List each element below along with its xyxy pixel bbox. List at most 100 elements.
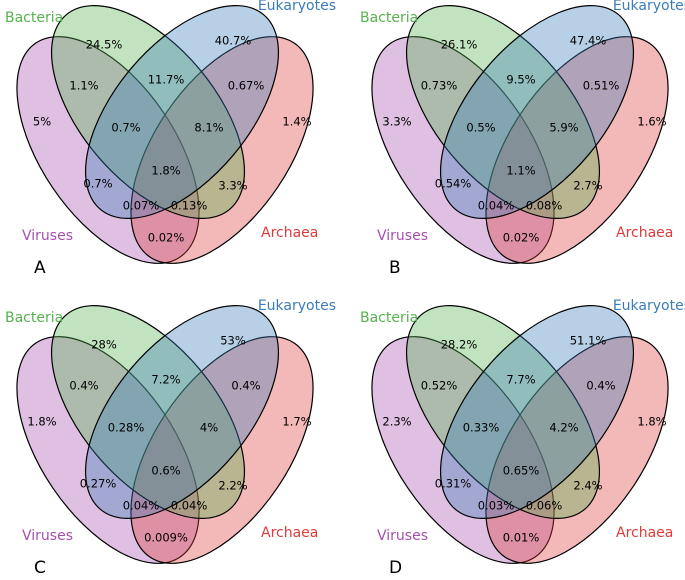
region-vba-label: 0.06%	[526, 499, 563, 513]
region-ve-label: 0.54%	[435, 177, 472, 191]
region-vea-label: 0.04%	[478, 199, 515, 213]
bacteria-set-label: Bacteria	[360, 310, 418, 326]
eukaryotes-ellipse	[84, 5, 280, 219]
viruses-ellipse	[16, 36, 200, 264]
viruses-set-label: Viruses	[377, 228, 428, 244]
region-bea-label: 4.2%	[549, 421, 578, 435]
panel-letter: A	[34, 258, 46, 278]
region-vea-label: 0.07%	[123, 199, 160, 213]
region-vb-label: 0.4%	[69, 379, 98, 393]
region-vb-label: 0.52%	[421, 379, 458, 393]
archaea-ellipse	[485, 336, 669, 564]
bacteria-ellipse	[50, 305, 246, 519]
region-ve-label: 0.7%	[83, 177, 112, 191]
archaea-ellipse	[130, 36, 314, 264]
eukaryotes-ellipse	[439, 305, 635, 519]
region-ba-label: 2.7%	[573, 179, 602, 193]
panel-c: 28% 53% 1.8% 1.7% 0.4% 7.2% 0.4% 0.28% 4% 0.6% 0.2…	[5, 298, 336, 578]
region-v-only-label: 2.3%	[382, 415, 411, 429]
eukaryotes-ellipse	[84, 305, 280, 519]
region-b-only-label: 24.5%	[86, 38, 123, 52]
region-a-only-label: 1.4%	[282, 115, 311, 129]
panel-b: 26.1% 47.4% 3.3% 1.6% 0.73% 9.5% 0.51% 0.5% 5.9%…	[360, 0, 685, 278]
viruses-set-label: Viruses	[377, 528, 428, 544]
archaea-set-label: Archaea	[616, 525, 673, 541]
region-v-only-label: 1.8%	[27, 415, 56, 429]
panel-letter: D	[389, 558, 402, 578]
region-a-only-label: 1.7%	[282, 415, 311, 429]
bacteria-set-label: Bacteria	[360, 10, 418, 26]
region-vea-label: 0.03%	[478, 499, 515, 513]
bacteria-ellipse	[50, 5, 246, 219]
region-va-label: 0.02%	[503, 231, 540, 245]
region-vbe-label: 0.7%	[111, 121, 140, 135]
region-ba-label: 3.3%	[218, 179, 247, 193]
archaea-ellipse	[485, 36, 669, 264]
region-ba-label: 2.4%	[573, 479, 602, 493]
viruses-ellipse	[371, 336, 555, 564]
region-all-label: 0.65%	[503, 464, 540, 478]
region-ea-label: 0.4%	[231, 379, 260, 393]
region-e-only-label: 53%	[220, 334, 246, 348]
region-ea-label: 0.67%	[228, 79, 265, 93]
viruses-ellipse	[371, 36, 555, 264]
region-va-label: 0.02%	[148, 231, 185, 245]
region-b-only-label: 28%	[91, 338, 117, 352]
eukaryotes-set-label: Eukaryotes	[258, 298, 336, 314]
region-vb-label: 0.73%	[421, 79, 458, 93]
region-v-only-label: 5%	[33, 115, 51, 129]
region-ba-label: 2.2%	[218, 479, 247, 493]
eukaryotes-set-label: Eukaryotes	[613, 0, 685, 14]
region-be-label: 11.7%	[148, 73, 185, 87]
region-va-label: 0.009%	[144, 531, 188, 545]
bacteria-ellipse	[405, 305, 601, 519]
panel-a: 24.5% 40.7% 5% 1.4% 1.1% 11.7% 0.67% 0.7% 8.1% 1.…	[5, 0, 336, 278]
region-ve-label: 0.27%	[80, 477, 117, 491]
bacteria-set-label: Bacteria	[5, 10, 63, 26]
region-ea-label: 0.51%	[583, 79, 620, 93]
eukaryotes-set-label: Eukaryotes	[613, 298, 685, 314]
region-bea-label: 4%	[200, 421, 218, 435]
region-e-only-label: 51.1%	[570, 334, 607, 348]
region-e-only-label: 40.7%	[215, 34, 252, 48]
region-vb-label: 1.1%	[69, 79, 98, 93]
viruses-set-label: Viruses	[22, 228, 73, 244]
region-b-only-label: 28.2%	[441, 338, 478, 352]
bacteria-set-label: Bacteria	[5, 310, 63, 326]
archaea-set-label: Archaea	[261, 225, 318, 241]
region-vbe-label: 0.33%	[463, 421, 500, 435]
viruses-set-label: Viruses	[22, 528, 73, 544]
region-vba-label: 0.08%	[526, 199, 563, 213]
eukaryotes-set-label: Eukaryotes	[258, 0, 336, 14]
region-vbe-label: 0.5%	[466, 121, 495, 135]
region-all-label: 1.1%	[506, 164, 535, 178]
region-all-label: 1.8%	[151, 164, 180, 178]
region-bea-label: 5.9%	[549, 121, 578, 135]
region-ea-label: 0.4%	[586, 379, 615, 393]
region-be-label: 9.5%	[506, 73, 535, 87]
region-v-only-label: 3.3%	[382, 115, 411, 129]
region-va-label: 0.01%	[503, 531, 540, 545]
region-b-only-label: 26.1%	[441, 38, 478, 52]
viruses-ellipse	[16, 336, 200, 564]
region-ve-label: 0.31%	[435, 477, 472, 491]
panel-letter: C	[34, 558, 46, 578]
archaea-ellipse	[130, 336, 314, 564]
bacteria-ellipse	[405, 5, 601, 219]
region-vba-label: 0.13%	[171, 199, 208, 213]
archaea-set-label: Archaea	[616, 225, 673, 241]
region-vbe-label: 0.28%	[108, 421, 145, 435]
archaea-set-label: Archaea	[261, 525, 318, 541]
panel-letter: B	[389, 258, 401, 278]
region-vea-label: 0.04%	[123, 499, 160, 513]
region-be-label: 7.7%	[506, 373, 535, 387]
panel-d: 28.2% 51.1% 2.3% 1.8% 0.52% 7.7% 0.4% 0.33% 4.2%…	[360, 298, 685, 578]
region-e-only-label: 47.4%	[570, 34, 607, 48]
region-all-label: 0.6%	[151, 464, 180, 478]
region-vba-label: 0.04%	[171, 499, 208, 513]
region-a-only-label: 1.6%	[637, 115, 666, 129]
region-be-label: 7.2%	[151, 373, 180, 387]
region-a-only-label: 1.8%	[637, 415, 666, 429]
eukaryotes-ellipse	[439, 5, 635, 219]
